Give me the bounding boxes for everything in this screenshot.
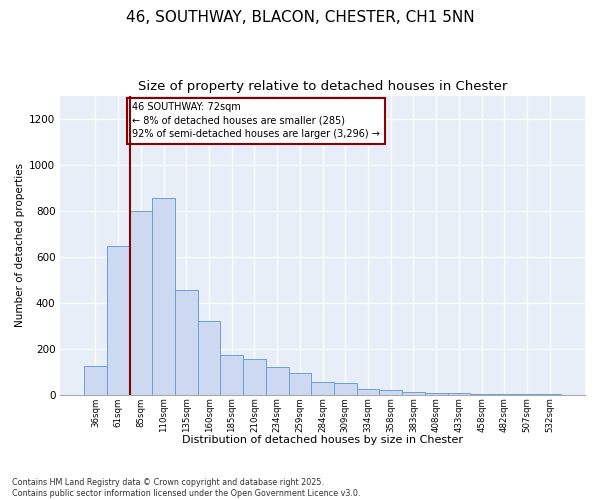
Bar (220, 356, 243, 395)
Text: 46 SOUTHWAY: 72sqm
← 8% of detached houses are smaller (285)
92% of semi-detache: 46 SOUTHWAY: 72sqm ← 8% of detached hous… (132, 102, 380, 139)
Bar (198, 321, 220, 394)
Bar (311, 382, 334, 394)
Y-axis label: Number of detached properties: Number of detached properties (15, 163, 25, 327)
Bar (357, 389, 379, 394)
Bar (243, 359, 266, 394)
Bar (402, 392, 425, 394)
Bar (152, 198, 175, 394)
Bar (334, 383, 357, 394)
Bar (289, 372, 311, 394)
Bar (107, 246, 130, 394)
Bar (130, 210, 152, 394)
Text: 46, SOUTHWAY, BLACON, CHESTER, CH1 5NN: 46, SOUTHWAY, BLACON, CHESTER, CH1 5NN (125, 10, 475, 25)
Bar (84, 366, 107, 394)
Bar (379, 390, 402, 394)
Title: Size of property relative to detached houses in Chester: Size of property relative to detached ho… (138, 80, 508, 93)
Bar (175, 290, 198, 395)
X-axis label: Distribution of detached houses by size in Chester: Distribution of detached houses by size … (182, 435, 463, 445)
Text: Contains HM Land Registry data © Crown copyright and database right 2025.
Contai: Contains HM Land Registry data © Crown c… (12, 478, 361, 498)
Bar (266, 367, 289, 394)
